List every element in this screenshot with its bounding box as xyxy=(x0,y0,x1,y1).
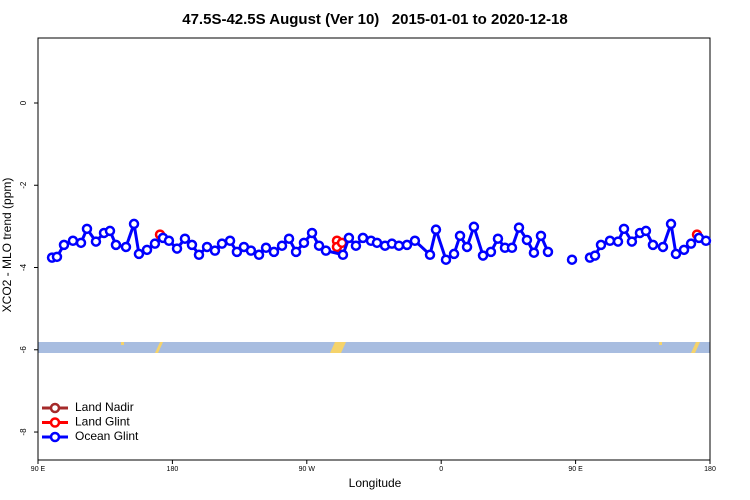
data-point xyxy=(513,222,525,233)
data-point xyxy=(393,240,405,251)
data-point xyxy=(477,250,489,261)
data-point xyxy=(133,248,145,260)
data-point xyxy=(528,247,540,258)
data-point xyxy=(171,243,183,254)
data-point xyxy=(506,242,518,254)
data-point xyxy=(186,239,198,251)
data-point xyxy=(337,249,349,261)
data-point xyxy=(306,227,318,239)
data-point xyxy=(67,235,79,247)
data-point xyxy=(276,240,288,251)
data-point xyxy=(350,240,362,251)
data-point xyxy=(424,249,436,261)
data-point xyxy=(163,235,175,247)
land-mask-strip xyxy=(38,342,710,353)
x-tick-label: 90 W xyxy=(299,466,316,473)
data-point xyxy=(612,236,624,247)
data-point xyxy=(51,251,63,263)
data-point xyxy=(665,218,677,230)
data-point xyxy=(678,244,690,256)
data-point xyxy=(700,235,712,247)
data-point xyxy=(298,237,310,249)
x-tick-label: 180 xyxy=(167,466,179,473)
data-point xyxy=(104,225,116,237)
data-point xyxy=(521,234,533,246)
data-point xyxy=(430,224,442,235)
data-point xyxy=(357,232,369,244)
legend-label: Land Nadir xyxy=(75,400,134,414)
data-point xyxy=(58,239,70,251)
data-point xyxy=(647,239,659,251)
data-point xyxy=(253,249,265,261)
data-point xyxy=(535,230,547,242)
data-point xyxy=(320,245,332,256)
data-point xyxy=(81,223,93,235)
data-point xyxy=(401,239,413,251)
data-point xyxy=(193,249,205,261)
data-point xyxy=(371,237,383,249)
data-point xyxy=(589,250,601,261)
data-point xyxy=(595,239,607,251)
data-point xyxy=(468,221,480,233)
y-tick-label: -4 xyxy=(19,263,28,271)
legend-swatch-marker xyxy=(49,431,61,443)
data-point xyxy=(209,245,221,256)
x-tick-label: 90 E xyxy=(31,466,46,473)
data-point xyxy=(201,241,213,253)
data-point xyxy=(640,225,652,237)
legend-swatch-marker xyxy=(49,417,61,428)
x-tick-label: 180 xyxy=(704,466,716,473)
data-point xyxy=(179,233,191,244)
data-point xyxy=(670,248,682,260)
data-point xyxy=(461,241,473,253)
data-point xyxy=(343,232,355,244)
plot-frame xyxy=(37,37,711,461)
data-point xyxy=(485,246,497,258)
data-point xyxy=(75,237,87,249)
data-point xyxy=(685,238,697,249)
legend-label: Land Glint xyxy=(75,415,130,429)
data-point xyxy=(128,218,140,230)
data-point xyxy=(283,233,295,244)
legend-label: Ocean Glint xyxy=(75,429,139,443)
data-point xyxy=(454,230,466,242)
legend-swatch-marker xyxy=(49,402,61,414)
data-point xyxy=(492,233,504,244)
chart-title: 47.5S-42.5S August (Ver 10) 2015-01-01 t… xyxy=(182,11,567,28)
data-point xyxy=(448,248,460,260)
data-point xyxy=(216,238,228,249)
y-tick-label: 0 xyxy=(19,100,28,105)
data-point xyxy=(268,246,280,258)
data-point xyxy=(110,239,122,251)
data-point xyxy=(120,241,132,253)
x-tick-label: 0 xyxy=(439,466,443,473)
data-point xyxy=(409,235,421,247)
data-point xyxy=(260,242,272,254)
data-point xyxy=(313,240,325,251)
x-tick-label: 90 E xyxy=(568,466,583,473)
data-point xyxy=(224,235,236,247)
data-point xyxy=(604,235,616,247)
data-point xyxy=(657,241,669,253)
y-axis-label: XCO2 - MLO trend (ppm) xyxy=(0,178,14,313)
y-tick-label: -6 xyxy=(19,346,28,354)
data-point xyxy=(290,246,302,258)
data-point xyxy=(542,246,554,258)
data-point xyxy=(245,245,257,256)
data-point xyxy=(440,254,452,265)
data-point xyxy=(618,223,630,235)
data-point xyxy=(231,246,243,258)
data-point xyxy=(566,254,578,265)
data-point xyxy=(141,244,153,256)
data-point xyxy=(149,238,161,249)
x-axis-label: Longitude xyxy=(349,476,402,490)
data-point xyxy=(90,236,102,247)
y-tick-label: -8 xyxy=(19,428,28,436)
y-tick-label: -2 xyxy=(19,181,28,189)
data-point xyxy=(626,236,638,247)
